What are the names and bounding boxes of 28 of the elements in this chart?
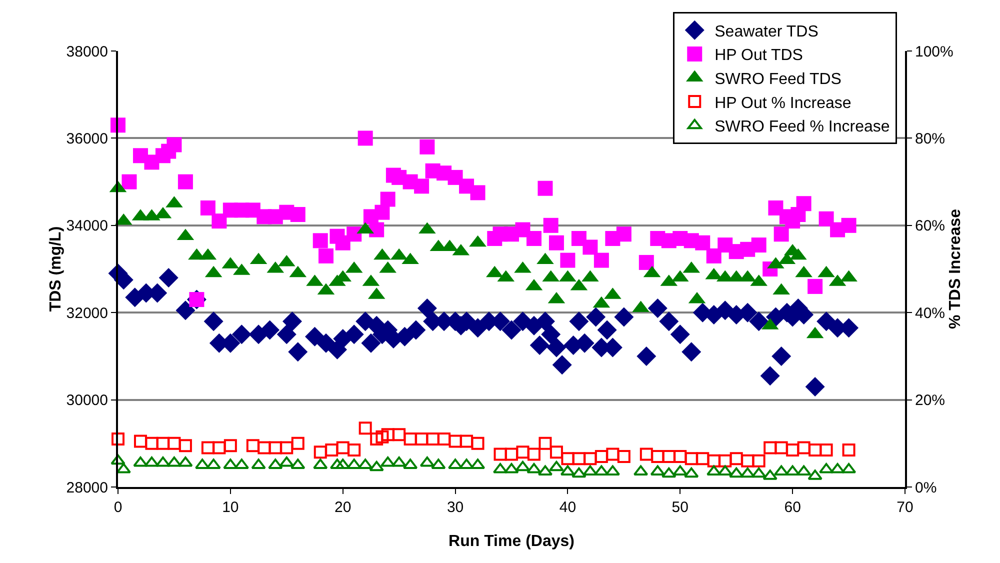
x-tick-label: 70 <box>896 499 914 516</box>
x-axis-title: Run Time (Days) <box>448 533 574 550</box>
y-tick-label: 30000 <box>66 392 108 410</box>
y2-tick-label: 0% <box>915 479 937 496</box>
legend-label: HP Out % Increase <box>714 94 852 112</box>
y2-tick-label: 40% <box>915 304 946 322</box>
legend-label: SWRO Feed % Increase <box>714 118 890 136</box>
legend-label: HP Out TDS <box>714 47 803 64</box>
y-tick-label: 36000 <box>66 130 108 148</box>
y2-tick-label: 60% <box>915 218 946 235</box>
y2-tick-label: 20% <box>915 392 946 410</box>
x-tick-label: 50 <box>672 499 688 516</box>
legend-label: Seawater TDS <box>714 23 818 40</box>
y2-axis-title: % TDS Increase <box>947 208 964 330</box>
x-tick-label: 10 <box>222 499 239 516</box>
x-tick-label: 0 <box>114 499 122 516</box>
legend-label: SWRO Feed TDS <box>714 71 842 88</box>
x-tick-label: 30 <box>446 499 464 516</box>
y-tick-label: 28000 <box>66 479 108 496</box>
x-tick-label: 20 <box>334 499 352 516</box>
y2-tick-label: 100% <box>915 43 954 60</box>
y-axis-title: TDS (mg/L) <box>47 226 64 312</box>
y-tick-label: 32000 <box>66 304 108 322</box>
x-tick-label: 60 <box>784 499 801 516</box>
x-tick-label: 40 <box>559 499 576 516</box>
y-tick-label: 38000 <box>66 43 108 60</box>
y-tick-label: 34000 <box>66 218 108 235</box>
y2-tick-label: 80% <box>915 130 946 148</box>
